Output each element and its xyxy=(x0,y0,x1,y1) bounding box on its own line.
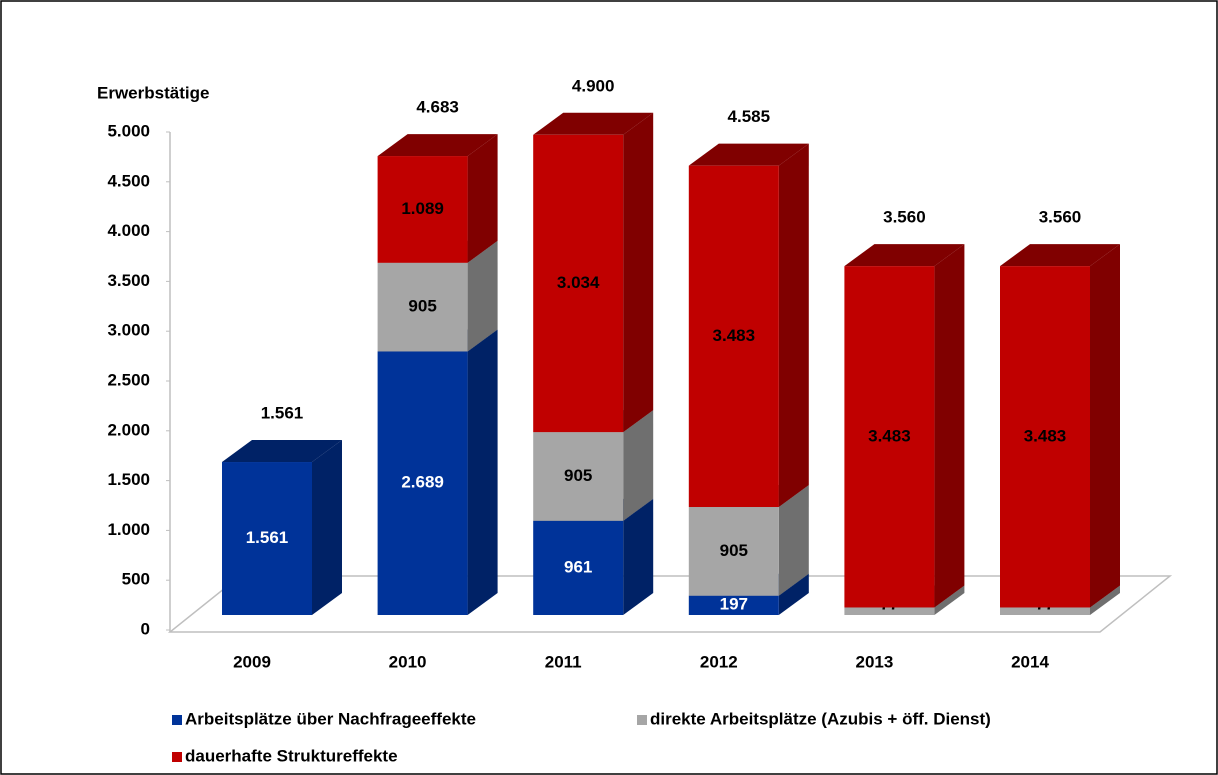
y-tick-label: 4.500 xyxy=(107,171,150,190)
bar xyxy=(844,266,935,608)
bar xyxy=(533,520,624,615)
y-axis-label: Erwerbstätige xyxy=(97,83,209,102)
bar-side xyxy=(934,244,965,608)
data-label: 1.089 xyxy=(401,199,444,218)
x-tick-label: 2011 xyxy=(545,652,582,671)
bar-top xyxy=(222,440,342,463)
bar-side xyxy=(467,329,498,615)
y-tick-label: 2.000 xyxy=(107,420,150,439)
bar xyxy=(377,351,468,615)
legend-swatch xyxy=(172,715,182,725)
bar-side xyxy=(1090,585,1120,615)
bar xyxy=(377,262,468,352)
bar xyxy=(533,134,624,433)
data-label: 3.034 xyxy=(557,273,600,292)
bar-side xyxy=(312,440,342,615)
data-label: 3.483 xyxy=(1024,426,1067,445)
bar xyxy=(222,462,312,615)
y-tick-label: 5.000 xyxy=(107,121,150,140)
bar-side xyxy=(467,134,498,263)
legend-swatch xyxy=(172,752,182,762)
data-label: 905 xyxy=(408,297,436,316)
bar-side xyxy=(778,573,809,615)
data-label: 197 xyxy=(720,594,748,613)
x-tick-label: 2014 xyxy=(1011,652,1049,671)
bar xyxy=(844,607,935,615)
y-tick-label: 500 xyxy=(122,570,150,589)
bar-top xyxy=(1000,244,1120,267)
bar-side xyxy=(467,240,498,352)
y-tick-label: 0 xyxy=(141,619,150,638)
y-tick-label: 3.000 xyxy=(107,321,150,340)
bar-top xyxy=(688,143,809,166)
bar-side xyxy=(778,485,809,596)
bar-top xyxy=(377,134,498,157)
data-label: 961 xyxy=(564,557,592,576)
data-label: 905 xyxy=(564,466,592,485)
bar xyxy=(688,165,779,508)
y-tick-label: 2.500 xyxy=(107,370,150,389)
total-label: 1.561 xyxy=(261,404,304,423)
bar-side xyxy=(623,498,654,615)
x-tick-label: 2012 xyxy=(700,652,738,671)
x-tick-label: 2010 xyxy=(389,652,427,671)
bar-side xyxy=(623,112,654,433)
data-label: 2.689 xyxy=(401,473,444,492)
bar-top xyxy=(844,244,965,267)
x-tick-label: 2013 xyxy=(855,652,893,671)
x-tick-label: 2009 xyxy=(233,652,271,671)
bar-side xyxy=(1090,244,1120,608)
data-label: 905 xyxy=(720,541,748,560)
total-label: 4.683 xyxy=(416,98,459,117)
total-label: 4.900 xyxy=(572,76,615,95)
data-label: 3.483 xyxy=(868,426,911,445)
bar-side xyxy=(778,143,809,508)
legend-label: direkte Arbeitsplätze (Azubis + öff. Die… xyxy=(650,709,991,728)
bar-side xyxy=(934,585,965,615)
bar xyxy=(688,595,779,615)
total-label: 3.560 xyxy=(1039,208,1082,227)
bar-top xyxy=(533,112,654,135)
data-label: 1.561 xyxy=(246,528,289,547)
total-label: 4.585 xyxy=(728,107,771,126)
legend-swatch xyxy=(637,715,647,725)
legend-label: dauerhafte Struktureffekte xyxy=(185,746,398,765)
y-tick-label: 1.000 xyxy=(107,520,150,539)
bar xyxy=(688,507,779,596)
y-tick-label: 3.500 xyxy=(107,271,150,290)
legend-label: Arbeitsplätze über Nachfrageeffekte xyxy=(185,709,476,728)
bar xyxy=(1000,266,1090,608)
total-label: 3.560 xyxy=(883,208,926,227)
y-tick-label: 1.500 xyxy=(107,470,150,489)
bar-side xyxy=(623,410,654,521)
y-tick-label: 4.000 xyxy=(107,221,150,240)
bar xyxy=(533,432,624,521)
bar xyxy=(1000,607,1090,615)
data-label: 3.483 xyxy=(713,326,756,345)
bar xyxy=(377,156,468,263)
